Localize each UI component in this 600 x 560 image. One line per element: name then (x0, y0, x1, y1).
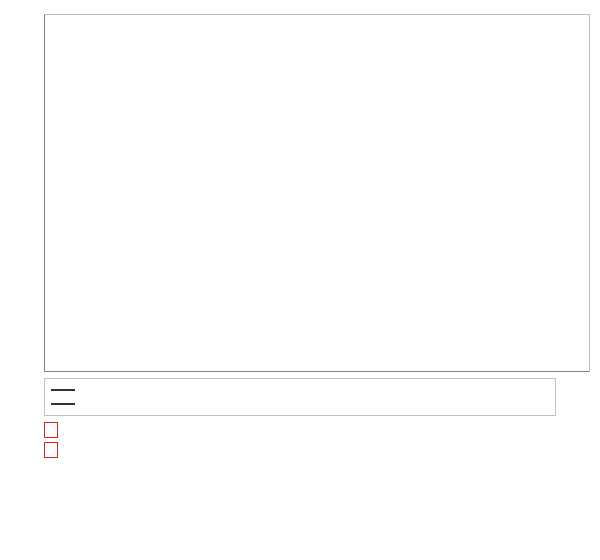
event-index-box (44, 442, 58, 458)
event-marker-layer (44, 15, 589, 372)
plot-area (44, 14, 590, 372)
events-table (44, 420, 556, 460)
legend-item-property (51, 383, 549, 397)
legend-swatch (51, 403, 75, 405)
x-axis (44, 371, 589, 372)
event-row-2 (44, 440, 556, 460)
chart-title (0, 0, 600, 8)
legend (44, 378, 556, 416)
chart-container (0, 0, 600, 560)
event-index-box (44, 422, 58, 438)
event-row-1 (44, 420, 556, 440)
y-axis (44, 15, 45, 372)
legend-swatch (51, 389, 75, 391)
legend-item-hpi (51, 397, 549, 411)
